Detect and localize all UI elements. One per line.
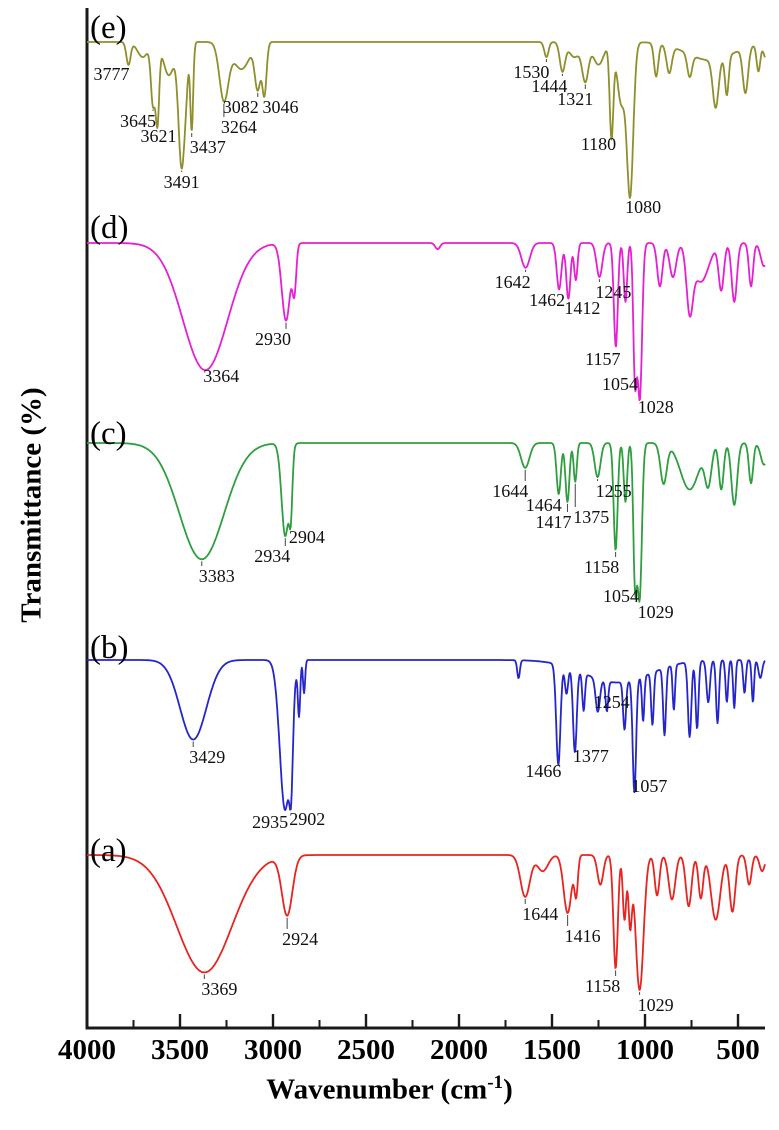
- peak-label-2934: 2934: [254, 546, 291, 566]
- peak-label-1028: 1028: [637, 397, 674, 417]
- x-axis-title-superscript: -1: [487, 1072, 504, 1093]
- peak-label-1644: 1644: [522, 904, 559, 924]
- x-axis-title: Wavenumber (cm-1): [0, 1072, 779, 1107]
- peak-label-1444: 1444: [531, 76, 568, 96]
- x-tick-label: 2500: [337, 1034, 395, 1066]
- peak-label-1054: 1054: [601, 374, 638, 394]
- spectrum-curve-b: [86, 659, 766, 811]
- peak-label-1644: 1644: [492, 481, 529, 501]
- peak-label-2935: 2935: [252, 812, 289, 832]
- peak-label-3777: 3777: [93, 64, 130, 84]
- spectrum-curve-e: [86, 41, 766, 199]
- peak-label-1245: 1245: [595, 282, 632, 302]
- x-tick-label: 1000: [616, 1034, 674, 1066]
- peak-label-1375: 1375: [573, 507, 610, 527]
- spectrum-curve-d: [86, 242, 766, 402]
- x-axis-title-close: ): [503, 1073, 513, 1106]
- peak-label-2924: 2924: [282, 929, 319, 949]
- peak-label-1462: 1462: [529, 290, 566, 310]
- peak-label-1057: 1057: [631, 776, 668, 796]
- peak-label-3645: 3645: [120, 111, 157, 131]
- series-label-d: (d): [90, 210, 129, 246]
- peak-label-1530: 1530: [513, 62, 550, 82]
- peak-label-3491: 3491: [163, 172, 200, 192]
- peak-label-1255: 1255: [595, 481, 632, 501]
- peak-label-3082: 3082: [222, 97, 259, 117]
- peak-label-2930: 2930: [255, 329, 292, 349]
- peak-label-1158: 1158: [583, 557, 620, 577]
- peak-label-1412: 1412: [564, 298, 601, 318]
- peak-label-1254: 1254: [593, 692, 630, 712]
- peak-label-3046: 3046: [262, 97, 299, 117]
- x-tick-label: 3500: [151, 1034, 209, 1066]
- series-label-a: (a): [90, 833, 127, 869]
- x-axis-title-text: Wavenumber (cm: [266, 1073, 488, 1106]
- x-tick-label: 3000: [244, 1034, 302, 1066]
- x-tick-label: 1500: [523, 1034, 581, 1066]
- peak-label-2902: 2902: [289, 809, 326, 829]
- spectrum-curve-a: [86, 854, 766, 991]
- peak-label-1180: 1180: [580, 134, 617, 154]
- spectrum-curve-c: [86, 442, 766, 603]
- peak-label-3621: 3621: [140, 126, 177, 146]
- peak-label-1416: 1416: [564, 926, 601, 946]
- series-label-c: (c): [90, 416, 127, 452]
- x-tick-label: 500: [716, 1034, 760, 1066]
- x-tick-label: 4000: [58, 1034, 116, 1066]
- y-axis-title: Transmittance (%): [15, 387, 48, 623]
- peak-label-1464: 1464: [525, 495, 562, 515]
- peak-label-1029: 1029: [637, 602, 674, 622]
- peak-label-1157: 1157: [585, 349, 621, 369]
- peak-label-3264: 3264: [220, 117, 257, 137]
- peak-label-1466: 1466: [525, 761, 562, 781]
- peak-label-1054: 1054: [602, 586, 639, 606]
- peak-label-3364: 3364: [203, 366, 240, 386]
- peak-label-1377: 1377: [572, 746, 609, 766]
- series-label-e: (e): [90, 10, 127, 46]
- peak-label-1642: 1642: [494, 272, 531, 292]
- x-tick-label: 2000: [430, 1034, 488, 1066]
- peak-label-2904: 2904: [288, 527, 325, 547]
- peak-label-1417: 1417: [535, 512, 572, 532]
- peak-label-1321: 1321: [557, 89, 594, 109]
- peak-label-1158: 1158: [584, 976, 621, 996]
- peak-label-3369: 3369: [201, 979, 238, 999]
- peak-label-1080: 1080: [625, 197, 662, 217]
- peak-label-3429: 3429: [189, 747, 226, 767]
- peak-label-3383: 3383: [198, 566, 235, 586]
- peak-label-1029: 1029: [637, 995, 674, 1015]
- peak-label-3437: 3437: [189, 137, 226, 157]
- series-label-b: (b): [90, 630, 129, 666]
